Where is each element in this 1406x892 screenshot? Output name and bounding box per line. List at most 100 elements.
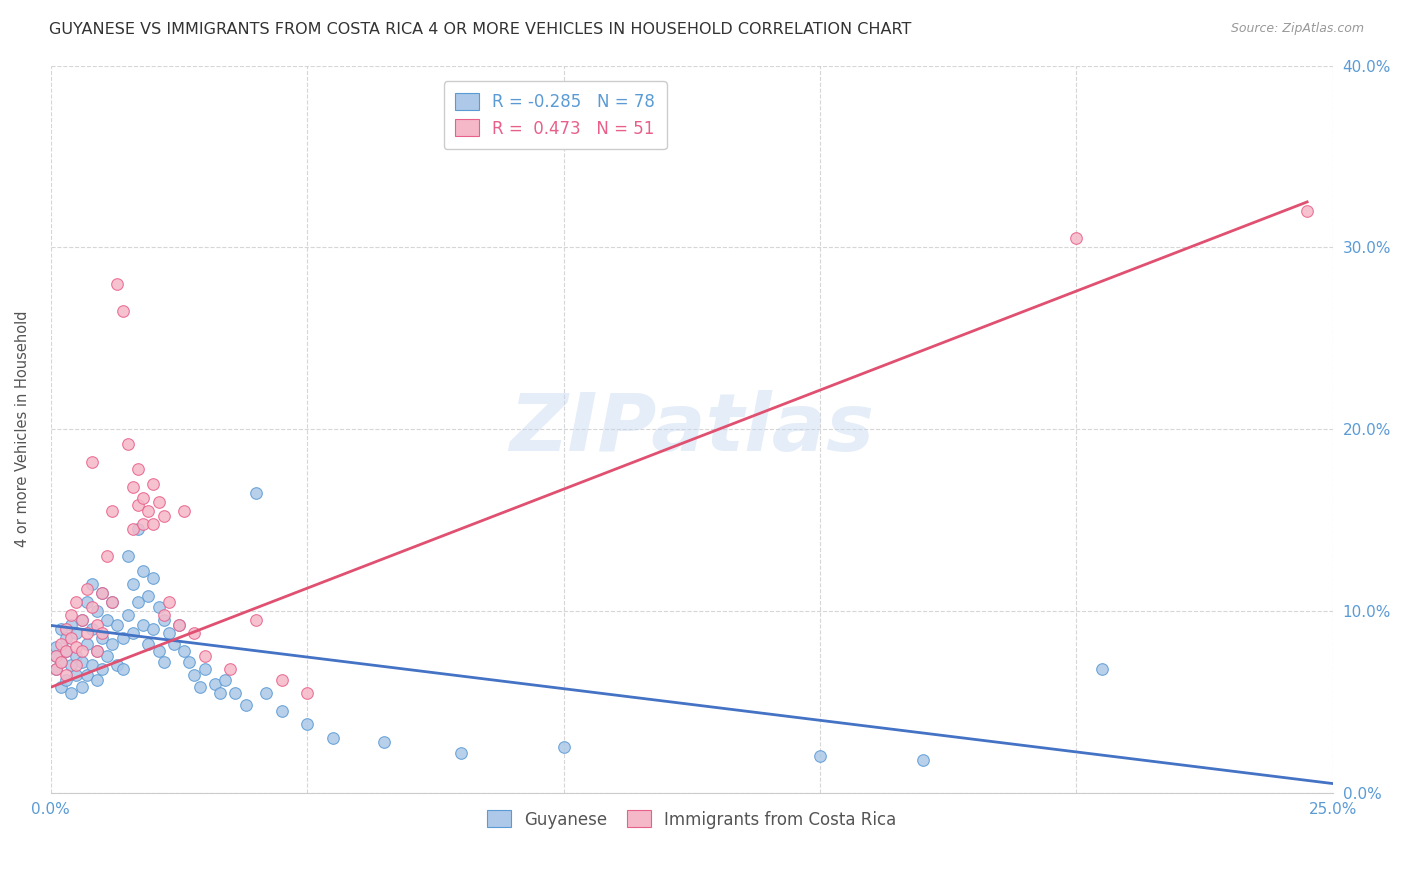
Point bbox=[122, 576, 145, 591]
Point bbox=[553, 740, 575, 755]
Point bbox=[111, 631, 134, 645]
Point bbox=[91, 585, 114, 599]
Point bbox=[122, 522, 145, 536]
Point bbox=[80, 622, 103, 636]
Point bbox=[86, 618, 108, 632]
Point bbox=[1091, 662, 1114, 676]
Point bbox=[55, 667, 77, 681]
Point bbox=[173, 504, 195, 518]
Text: GUYANESE VS IMMIGRANTS FROM COSTA RICA 4 OR MORE VEHICLES IN HOUSEHOLD CORRELATI: GUYANESE VS IMMIGRANTS FROM COSTA RICA 4… bbox=[49, 22, 911, 37]
Point bbox=[136, 504, 159, 518]
Point bbox=[80, 576, 103, 591]
Point bbox=[297, 686, 319, 700]
Point bbox=[132, 618, 155, 632]
Point bbox=[60, 631, 83, 645]
Point bbox=[60, 658, 83, 673]
Point bbox=[167, 618, 190, 632]
Point bbox=[101, 504, 124, 518]
Point bbox=[96, 549, 118, 564]
Text: Source: ZipAtlas.com: Source: ZipAtlas.com bbox=[1230, 22, 1364, 36]
Point bbox=[55, 644, 77, 658]
Point bbox=[60, 607, 83, 622]
Point bbox=[148, 600, 170, 615]
Point bbox=[70, 613, 93, 627]
Point bbox=[70, 613, 93, 627]
Point bbox=[60, 686, 83, 700]
Point bbox=[152, 655, 174, 669]
Point bbox=[45, 649, 67, 664]
Text: ZIPatlas: ZIPatlas bbox=[509, 390, 875, 468]
Point bbox=[96, 613, 118, 627]
Point bbox=[101, 595, 124, 609]
Point bbox=[55, 622, 77, 636]
Point bbox=[194, 662, 217, 676]
Point bbox=[49, 622, 72, 636]
Point bbox=[183, 625, 205, 640]
Point bbox=[245, 613, 267, 627]
Point bbox=[148, 644, 170, 658]
Point bbox=[194, 649, 217, 664]
Point bbox=[45, 649, 67, 664]
Point bbox=[65, 640, 87, 655]
Point bbox=[86, 644, 108, 658]
Point bbox=[179, 655, 201, 669]
Point bbox=[152, 607, 174, 622]
Point bbox=[76, 595, 98, 609]
Point bbox=[107, 277, 129, 291]
Point bbox=[91, 662, 114, 676]
Point bbox=[80, 600, 103, 615]
Point bbox=[80, 455, 103, 469]
Point bbox=[76, 637, 98, 651]
Point bbox=[1066, 231, 1088, 245]
Point bbox=[270, 673, 292, 687]
Point bbox=[911, 753, 934, 767]
Point bbox=[101, 595, 124, 609]
Point bbox=[111, 304, 134, 318]
Point bbox=[214, 673, 236, 687]
Point bbox=[55, 673, 77, 687]
Point bbox=[1296, 204, 1319, 219]
Point bbox=[70, 655, 93, 669]
Point bbox=[76, 625, 98, 640]
Point bbox=[136, 590, 159, 604]
Point bbox=[157, 625, 180, 640]
Point bbox=[107, 658, 129, 673]
Point bbox=[111, 662, 134, 676]
Point bbox=[86, 604, 108, 618]
Point bbox=[183, 667, 205, 681]
Point bbox=[96, 649, 118, 664]
Point bbox=[70, 644, 93, 658]
Point bbox=[127, 462, 149, 476]
Point bbox=[142, 622, 165, 636]
Point bbox=[45, 640, 67, 655]
Point bbox=[49, 655, 72, 669]
Point bbox=[204, 676, 226, 690]
Point bbox=[49, 637, 72, 651]
Point bbox=[254, 686, 277, 700]
Point bbox=[142, 516, 165, 531]
Point bbox=[117, 436, 139, 450]
Point bbox=[157, 595, 180, 609]
Point bbox=[86, 644, 108, 658]
Point bbox=[91, 625, 114, 640]
Point bbox=[235, 698, 257, 713]
Point bbox=[49, 680, 72, 694]
Point bbox=[101, 637, 124, 651]
Point bbox=[122, 480, 145, 494]
Point bbox=[117, 549, 139, 564]
Point bbox=[132, 516, 155, 531]
Point bbox=[55, 631, 77, 645]
Point bbox=[107, 618, 129, 632]
Point bbox=[808, 749, 831, 764]
Point bbox=[297, 716, 319, 731]
Point bbox=[173, 644, 195, 658]
Point bbox=[152, 509, 174, 524]
Point bbox=[219, 662, 242, 676]
Point bbox=[65, 595, 87, 609]
Point bbox=[136, 637, 159, 651]
Point bbox=[450, 746, 472, 760]
Point bbox=[65, 625, 87, 640]
Point bbox=[65, 649, 87, 664]
Point bbox=[127, 499, 149, 513]
Point bbox=[132, 564, 155, 578]
